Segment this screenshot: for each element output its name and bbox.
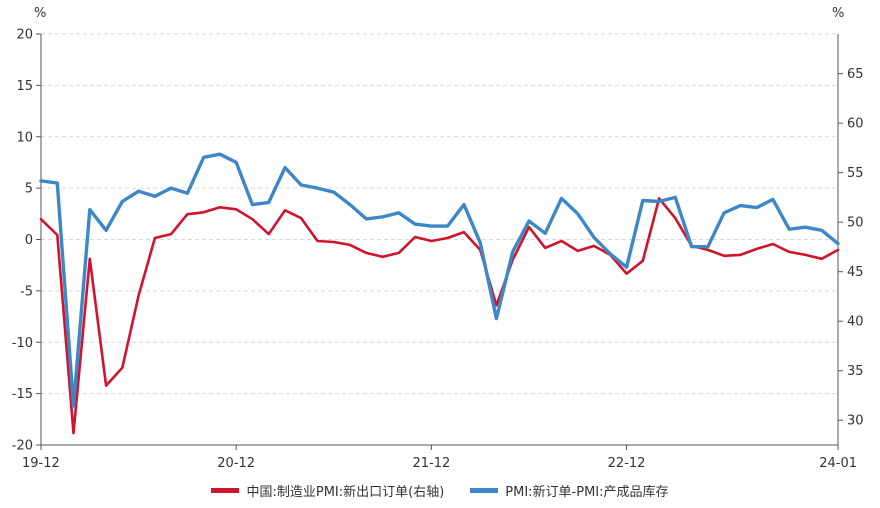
legend-item-new-orders-minus-inventory: PMI:新订单-PMI:产成品库存 xyxy=(470,481,669,500)
chart-series xyxy=(39,152,840,435)
x-tick-label: 19-12 xyxy=(22,456,60,471)
right-tick-label: 60 xyxy=(847,117,864,132)
left-tick-label: -20 xyxy=(12,439,33,454)
right-tick-label: 65 xyxy=(847,67,864,82)
left-tick-label: -15 xyxy=(12,387,33,402)
chart-grid xyxy=(41,33,838,395)
legend-swatch-new-orders-minus-inventory xyxy=(470,487,499,493)
x-tick-label: 20-12 xyxy=(217,456,255,471)
right-tick-label: 30 xyxy=(847,414,864,429)
x-tick-label: 24-01 xyxy=(819,456,857,471)
left-tick-label: 20 xyxy=(16,28,33,43)
x-tick-label: 22-12 xyxy=(608,456,646,471)
x-axis-ticks: 19-12 20-12 21-12 22-12 24-01 xyxy=(22,445,857,471)
left-tick-label: 5 xyxy=(25,182,33,197)
legend-label-new-orders-minus-inventory: PMI:新订单-PMI:产成品库存 xyxy=(505,484,669,500)
left-tick-label: 10 xyxy=(16,130,33,145)
chart-legend: 中国:制造业PMI:新出口订单(右轴) PMI:新订单-PMI:产成品库存 xyxy=(0,478,880,502)
left-axis-unit: % xyxy=(34,6,46,21)
right-tick-label: 35 xyxy=(847,364,864,379)
legend-label-export-orders: 中国:制造业PMI:新出口订单(右轴) xyxy=(246,484,445,500)
right-tick-label: 55 xyxy=(847,166,864,181)
right-tick-label: 50 xyxy=(847,216,864,231)
right-axis-ticks: 65 60 55 50 45 40 35 30 xyxy=(838,67,864,429)
right-tick-label: 40 xyxy=(847,315,864,330)
right-axis-unit: % xyxy=(832,6,844,21)
left-tick-label: -5 xyxy=(20,284,33,299)
left-tick-label: 0 xyxy=(25,233,33,248)
series-line-new-orders-minus-inventory xyxy=(39,152,840,408)
left-axis-ticks: 20 15 10 5 0 -5 -10 -15 -20 xyxy=(12,28,41,454)
x-tick-label: 21-12 xyxy=(412,456,450,471)
right-tick-label: 45 xyxy=(847,265,864,280)
series-line-export-orders xyxy=(39,197,840,435)
legend-swatch-export-orders xyxy=(211,487,240,493)
left-tick-label: -10 xyxy=(12,336,33,351)
left-tick-label: 15 xyxy=(16,79,33,94)
legend-item-export-orders: 中国:制造业PMI:新出口订单(右轴) xyxy=(211,481,444,500)
